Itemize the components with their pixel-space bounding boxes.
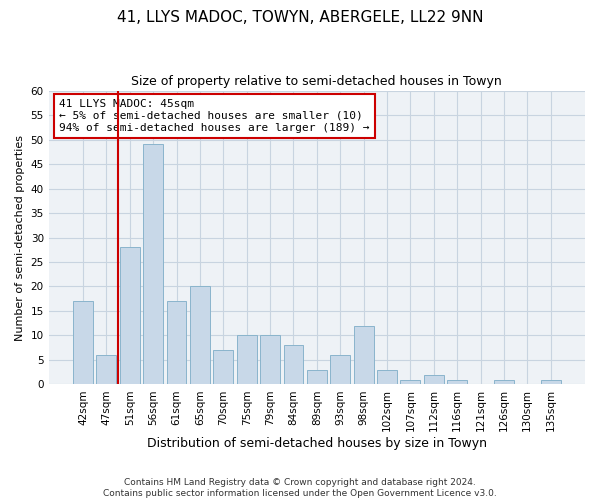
Text: 41 LLYS MADOC: 45sqm
← 5% of semi-detached houses are smaller (10)
94% of semi-d: 41 LLYS MADOC: 45sqm ← 5% of semi-detach… [59,100,370,132]
Bar [143,144,163,384]
Bar [541,380,560,384]
Text: Contains HM Land Registry data © Crown copyright and database right 2024.
Contai: Contains HM Land Registry data © Crown c… [103,478,497,498]
Bar [377,370,397,384]
Bar [447,380,467,384]
Bar [284,346,304,385]
Bar [73,301,93,384]
Text: 41, LLYS MADOC, TOWYN, ABERGELE, LL22 9NN: 41, LLYS MADOC, TOWYN, ABERGELE, LL22 9N… [117,10,483,25]
X-axis label: Distribution of semi-detached houses by size in Towyn: Distribution of semi-detached houses by … [147,437,487,450]
Bar [237,336,257,384]
Bar [260,336,280,384]
Bar [214,350,233,384]
Bar [353,326,374,384]
Y-axis label: Number of semi-detached properties: Number of semi-detached properties [15,134,25,340]
Bar [120,248,140,384]
Bar [330,355,350,384]
Bar [307,370,327,384]
Bar [494,380,514,384]
Title: Size of property relative to semi-detached houses in Towyn: Size of property relative to semi-detach… [131,75,502,88]
Bar [167,301,187,384]
Bar [97,355,116,384]
Bar [190,286,210,384]
Bar [400,380,421,384]
Bar [424,374,443,384]
